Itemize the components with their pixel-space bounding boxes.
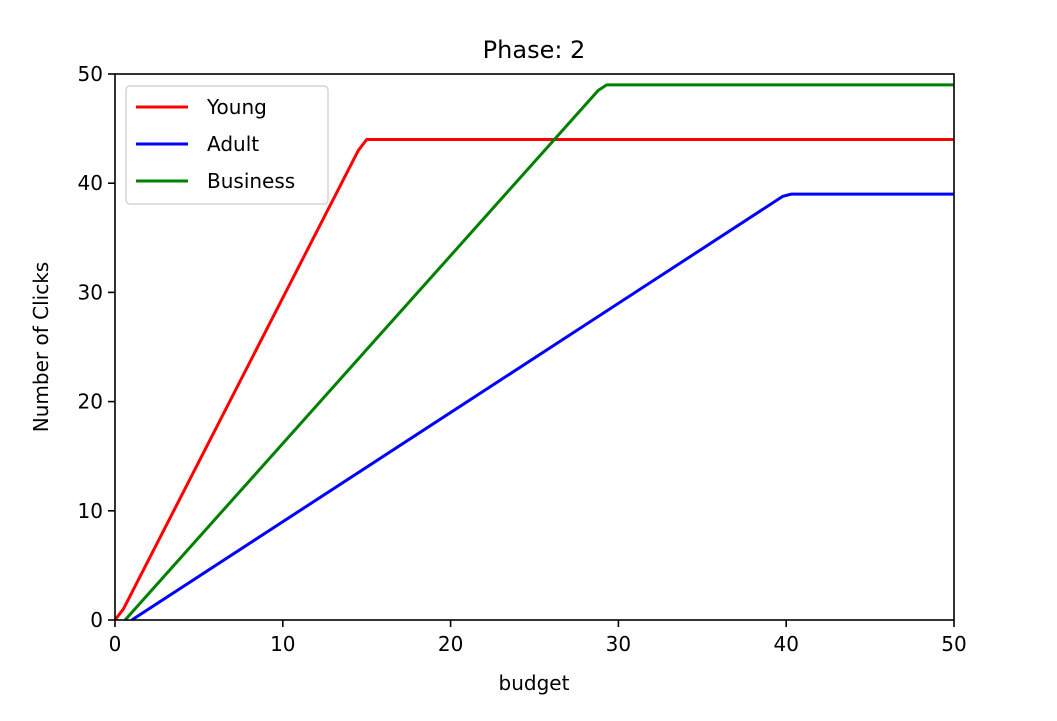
x-axis-label: budget xyxy=(499,671,570,695)
series-line-business xyxy=(123,83,954,621)
y-tick-label: 20 xyxy=(78,390,103,414)
y-tick-label: 40 xyxy=(78,171,103,195)
legend-box xyxy=(125,85,329,205)
series-line-adult xyxy=(130,192,954,622)
x-tick-label: 10 xyxy=(270,632,295,656)
x-tick-label: 50 xyxy=(941,632,966,656)
x-tick-label: 20 xyxy=(438,632,463,656)
series-line-young xyxy=(113,138,954,621)
y-tick-label: 50 xyxy=(78,62,103,86)
x-tick-label: 30 xyxy=(606,632,631,656)
y-tick-label: 30 xyxy=(78,280,103,304)
legend-label-business: Business xyxy=(207,169,295,193)
legend-label-adult: Adult xyxy=(207,132,259,156)
chart-title: Phase: 2 xyxy=(483,36,586,64)
axes: 0 10 20 30 40 50 0 10 20 30 40 50 xyxy=(78,62,967,656)
legend: Young Adult Business xyxy=(125,85,329,205)
x-tick-label: 0 xyxy=(109,632,122,656)
y-tick-label: 10 xyxy=(78,499,103,523)
axes-frame xyxy=(114,73,955,621)
y-tick-label: 0 xyxy=(90,608,103,632)
x-tick-label: 40 xyxy=(773,632,798,656)
plot-area xyxy=(113,83,954,622)
y-axis-label: Number of Clicks xyxy=(29,262,53,432)
legend-label-young: Young xyxy=(206,95,267,119)
